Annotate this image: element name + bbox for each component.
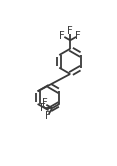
Text: F: F bbox=[67, 26, 73, 36]
Text: F: F bbox=[75, 31, 81, 41]
Text: F: F bbox=[59, 31, 65, 41]
Text: F: F bbox=[42, 98, 48, 108]
Text: F: F bbox=[40, 103, 46, 113]
Text: F: F bbox=[45, 111, 51, 121]
